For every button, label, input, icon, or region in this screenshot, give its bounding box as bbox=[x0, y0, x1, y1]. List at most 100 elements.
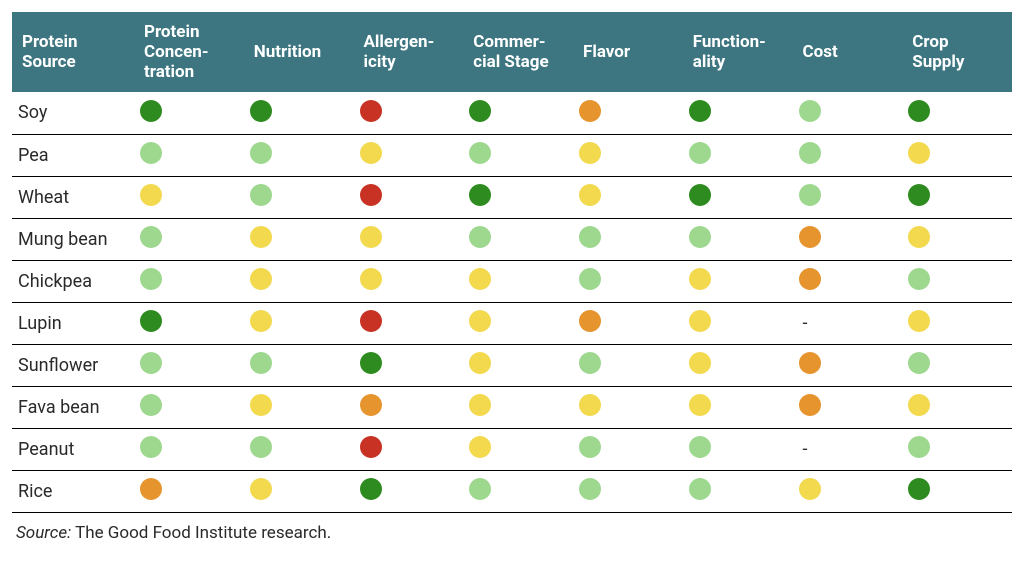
cell bbox=[134, 92, 244, 134]
cell bbox=[573, 218, 683, 260]
rating-dot bbox=[579, 310, 601, 332]
col-header: Crop Supply bbox=[902, 12, 1012, 92]
rating-dot bbox=[908, 436, 930, 458]
cell bbox=[134, 470, 244, 512]
rating-dot bbox=[250, 100, 272, 122]
cell bbox=[902, 470, 1012, 512]
cell bbox=[902, 134, 1012, 176]
cell bbox=[902, 344, 1012, 386]
rating-dot bbox=[360, 184, 382, 206]
cell bbox=[683, 470, 793, 512]
row-label: Mung bean bbox=[12, 218, 134, 260]
cell bbox=[354, 260, 464, 302]
cell bbox=[463, 344, 573, 386]
cell bbox=[683, 428, 793, 470]
cell bbox=[134, 260, 244, 302]
cell bbox=[463, 470, 573, 512]
table-row: Fava bean bbox=[12, 386, 1012, 428]
rating-dot bbox=[469, 184, 491, 206]
cell bbox=[793, 386, 903, 428]
rating-dot bbox=[140, 394, 162, 416]
rating-dot bbox=[689, 478, 711, 500]
rating-dot bbox=[469, 268, 491, 290]
rating-dot bbox=[140, 352, 162, 374]
rating-dot bbox=[579, 268, 601, 290]
rating-dot bbox=[579, 436, 601, 458]
row-label: Fava bean bbox=[12, 386, 134, 428]
rating-dot bbox=[140, 100, 162, 122]
rating-dot bbox=[250, 268, 272, 290]
rating-dot bbox=[799, 394, 821, 416]
cell bbox=[463, 302, 573, 344]
col-header: Nutrition bbox=[244, 12, 354, 92]
rating-dot bbox=[469, 142, 491, 164]
protein-table: Protein SourceProtein Concen-trationNutr… bbox=[12, 12, 1012, 513]
rating-dot bbox=[908, 310, 930, 332]
rating-dot bbox=[908, 226, 930, 248]
row-label: Soy bbox=[12, 92, 134, 134]
cell bbox=[244, 176, 354, 218]
cell bbox=[244, 134, 354, 176]
cell: - bbox=[793, 428, 903, 470]
cell bbox=[683, 302, 793, 344]
rating-dot bbox=[579, 226, 601, 248]
rating-dot bbox=[140, 268, 162, 290]
row-label: Rice bbox=[12, 470, 134, 512]
cell bbox=[683, 218, 793, 260]
cell bbox=[573, 428, 683, 470]
rating-dot bbox=[469, 352, 491, 374]
rating-dot bbox=[908, 142, 930, 164]
cell bbox=[902, 92, 1012, 134]
cell bbox=[134, 344, 244, 386]
row-label: Sunflower bbox=[12, 344, 134, 386]
cell bbox=[683, 260, 793, 302]
rating-dot bbox=[469, 310, 491, 332]
rating-dot bbox=[799, 100, 821, 122]
rating-dot bbox=[360, 142, 382, 164]
rating-dot bbox=[360, 394, 382, 416]
rating-dot bbox=[689, 184, 711, 206]
col-header: Allergen-icity bbox=[354, 12, 464, 92]
cell bbox=[683, 386, 793, 428]
row-label: Lupin bbox=[12, 302, 134, 344]
table-row: Lupin - bbox=[12, 302, 1012, 344]
table-header: Protein SourceProtein Concen-trationNutr… bbox=[12, 12, 1012, 92]
cell: - bbox=[793, 302, 903, 344]
rating-dot bbox=[140, 436, 162, 458]
col-header-source: Protein Source bbox=[12, 12, 134, 92]
table-body: SoyPeaWheatMung beanChickpeaLupin-Sunflo… bbox=[12, 92, 1012, 512]
cell bbox=[902, 428, 1012, 470]
cell bbox=[463, 386, 573, 428]
rating-dot bbox=[250, 352, 272, 374]
rating-dot bbox=[689, 394, 711, 416]
rating-dot bbox=[579, 142, 601, 164]
rating-dot bbox=[799, 352, 821, 374]
rating-dot bbox=[689, 310, 711, 332]
cell bbox=[134, 134, 244, 176]
rating-dot bbox=[469, 478, 491, 500]
cell bbox=[244, 386, 354, 428]
cell bbox=[902, 176, 1012, 218]
rating-dot bbox=[908, 184, 930, 206]
cell bbox=[463, 260, 573, 302]
rating-dot bbox=[250, 142, 272, 164]
row-label: Pea bbox=[12, 134, 134, 176]
rating-dot bbox=[689, 352, 711, 374]
cell bbox=[244, 92, 354, 134]
rating-dot bbox=[469, 226, 491, 248]
cell bbox=[683, 176, 793, 218]
rating-dot bbox=[469, 100, 491, 122]
rating-dot bbox=[360, 226, 382, 248]
table-row: Mung bean bbox=[12, 218, 1012, 260]
rating-dot bbox=[799, 142, 821, 164]
rating-dot bbox=[799, 226, 821, 248]
rating-dot bbox=[799, 268, 821, 290]
rating-dot bbox=[360, 268, 382, 290]
cell bbox=[463, 92, 573, 134]
table-row: Pea bbox=[12, 134, 1012, 176]
cell bbox=[134, 218, 244, 260]
rating-dot bbox=[250, 226, 272, 248]
cell bbox=[793, 176, 903, 218]
rating-dot bbox=[250, 184, 272, 206]
rating-dot bbox=[360, 436, 382, 458]
